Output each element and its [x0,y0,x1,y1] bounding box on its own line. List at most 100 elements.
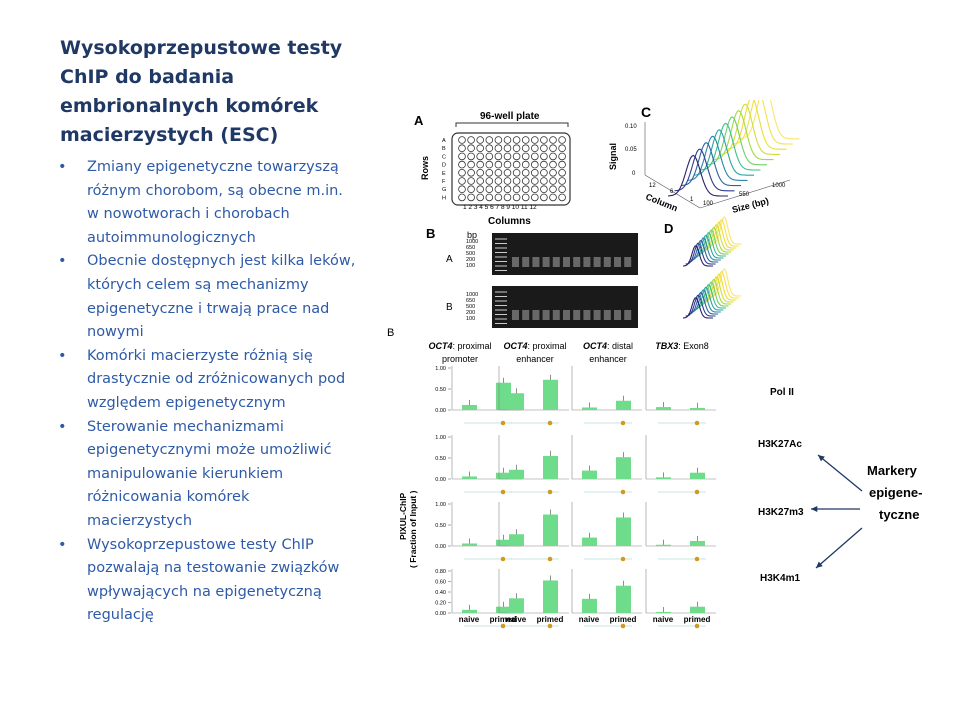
signal-trace [706,273,737,301]
marker-dot [694,556,700,562]
plate-well [512,177,521,185]
plate-well [540,136,548,144]
y-tick-label: 0.50 [435,387,446,393]
plate-well [476,136,485,144]
plate-well [458,193,466,202]
signal-trace [706,116,767,166]
marker-dot [694,489,700,495]
signal-trace [667,154,728,197]
chip-bar [582,407,597,410]
plate-well [485,185,494,194]
markers-annotation-line: epigene- [869,485,922,500]
plate-well [467,136,475,144]
plate-well [494,144,503,153]
plate-bracket [455,122,569,127]
column-region: : proximal [453,341,492,351]
plate-well [540,193,548,202]
chip-bar [656,477,671,479]
markers-annotation-line: tyczne [879,507,919,522]
plate-well [476,177,485,185]
plate-well [467,169,475,177]
signal-trace [701,226,732,253]
gel-band [522,257,530,267]
chip-bar [656,611,671,613]
chip-bar [690,540,705,546]
marker-dot [694,623,700,629]
ladder-tick: 650 [466,245,475,251]
plate-well [521,177,530,185]
chip-bar [509,469,524,479]
signal-trace [687,135,748,181]
signal-trace [685,242,716,265]
ladder-tick: 100 [466,263,475,269]
row-letter: D [442,163,446,169]
signal-trace [711,216,742,245]
x-category-label: primed [684,615,711,624]
columns-axis-label: Columns [488,216,531,227]
y-axis-label: ( Fraction of Input ) [408,490,418,568]
column-numbers: 1 2 3 4 5 6 7 8 9 10 11 12 [463,204,537,211]
signal-trace [698,281,729,307]
ladder-tick: 650 [466,298,475,304]
plate-well [540,169,548,177]
plate-well [458,185,466,194]
plate-well [512,136,521,144]
plate-well [476,185,485,194]
chip-bar [462,609,477,613]
signal-trace [709,270,739,299]
gel-band [532,310,540,320]
column-header-line2: enhancer [589,354,627,364]
y-tick-label: 0.50 [435,523,446,529]
plate-well [503,160,512,169]
plate-well [549,185,557,194]
rows-axis-label: Rows [420,156,430,180]
plate-well [530,193,539,202]
plate-well [467,160,475,169]
plate-well [503,193,512,202]
bullet-text: Komórki macierzyste różnią się drastyczn… [87,347,346,411]
row-letter: E [442,171,446,177]
plate-well [467,177,475,185]
row-letter: B [442,146,446,152]
row-letter: H [442,195,446,201]
plate-well [521,193,530,202]
plate-well [458,160,466,169]
bullet-item: • Sterowanie mechanizmami epigenetycznymi… [56,416,356,534]
plate-well [558,169,566,177]
bar-chart-grid: 1.00 0.50 0.00 1.00 0.50 0.00 1.00 0.50 0.00 0.80… [435,366,716,629]
plate-well [521,160,530,169]
chip-bar [462,543,477,546]
bullet-item: • Zmiany epigenetyczne towarzyszą różnym … [56,156,356,250]
chip-bar [543,379,558,410]
mark-label-h3k4m1: H3K4m1 [760,573,800,584]
panel-c-z-tick: 1 [690,197,694,203]
arrow-head-icon [816,561,823,568]
panel-c-y-tick: 0.05 [625,147,637,153]
plate-wells [458,136,566,202]
bullet-item: • Komórki macierzyste różnią się drastycz… [56,345,356,416]
plate-well [503,177,512,185]
plate-well [476,160,485,169]
plate-well [549,177,557,185]
signal-trace [732,100,793,145]
y-tick-label: 0.20 [435,601,446,607]
column-region: : Exon8 [678,341,709,351]
gel-band [522,310,530,320]
panel-c-axis [644,174,701,209]
panel-c-x-tick: 550 [739,192,750,198]
row-letter: C [442,154,446,160]
signal-trace [682,297,713,319]
plate-well [549,169,557,177]
plate-well [530,160,539,169]
bottom-panel-label: B [387,327,394,339]
panel-d-traces [682,216,742,319]
arrow-line [815,527,863,569]
gel-band [614,310,621,320]
bullet-item: • Wysokoprzepustowe testy ChIP pozwalają … [56,534,356,628]
panel-c-z-tick: 6 [670,189,674,195]
column-region: : distal [607,341,633,351]
